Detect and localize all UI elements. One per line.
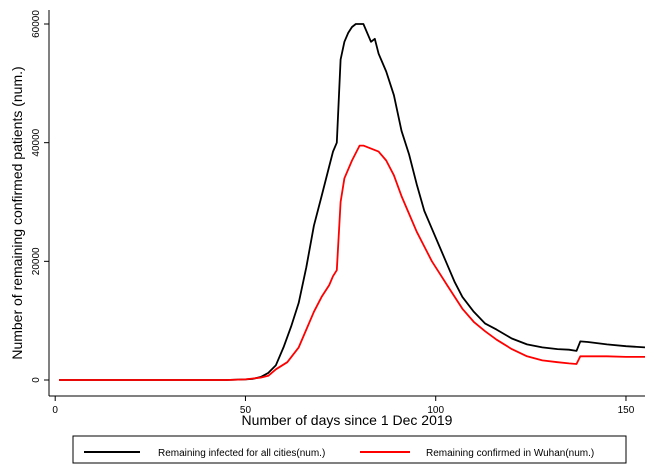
x-tick-label: 50	[240, 405, 252, 416]
legend-label-1: Remaining infected for all cities(num.)	[158, 448, 325, 459]
x-axis-label: Number of days since 1 Dec 2019	[242, 412, 453, 428]
x-tick-label: 100	[427, 405, 444, 416]
x-tick-label: 0	[52, 405, 58, 416]
y-tick-label: 60000	[31, 10, 42, 38]
y-tick-label: 0	[31, 377, 42, 383]
series-line-1	[59, 23, 645, 381]
y-tick-label: 40000	[31, 128, 42, 156]
series-layer	[59, 23, 645, 381]
x-tick-label: 150	[618, 405, 635, 416]
y-axis-label: Number of remaining confirmed patients (…	[9, 66, 25, 359]
legend-label-2: Remaining confirmed in Wuhan(num.)	[426, 448, 594, 459]
series-line-2	[59, 144, 645, 381]
y-tick-label: 20000	[31, 247, 42, 275]
legend-box	[72, 435, 627, 464]
legend: Remaining infected for all cities(num.) R…	[72, 435, 627, 464]
axes: 0 20000 40000 60000 0 50 100 150	[31, 10, 645, 416]
